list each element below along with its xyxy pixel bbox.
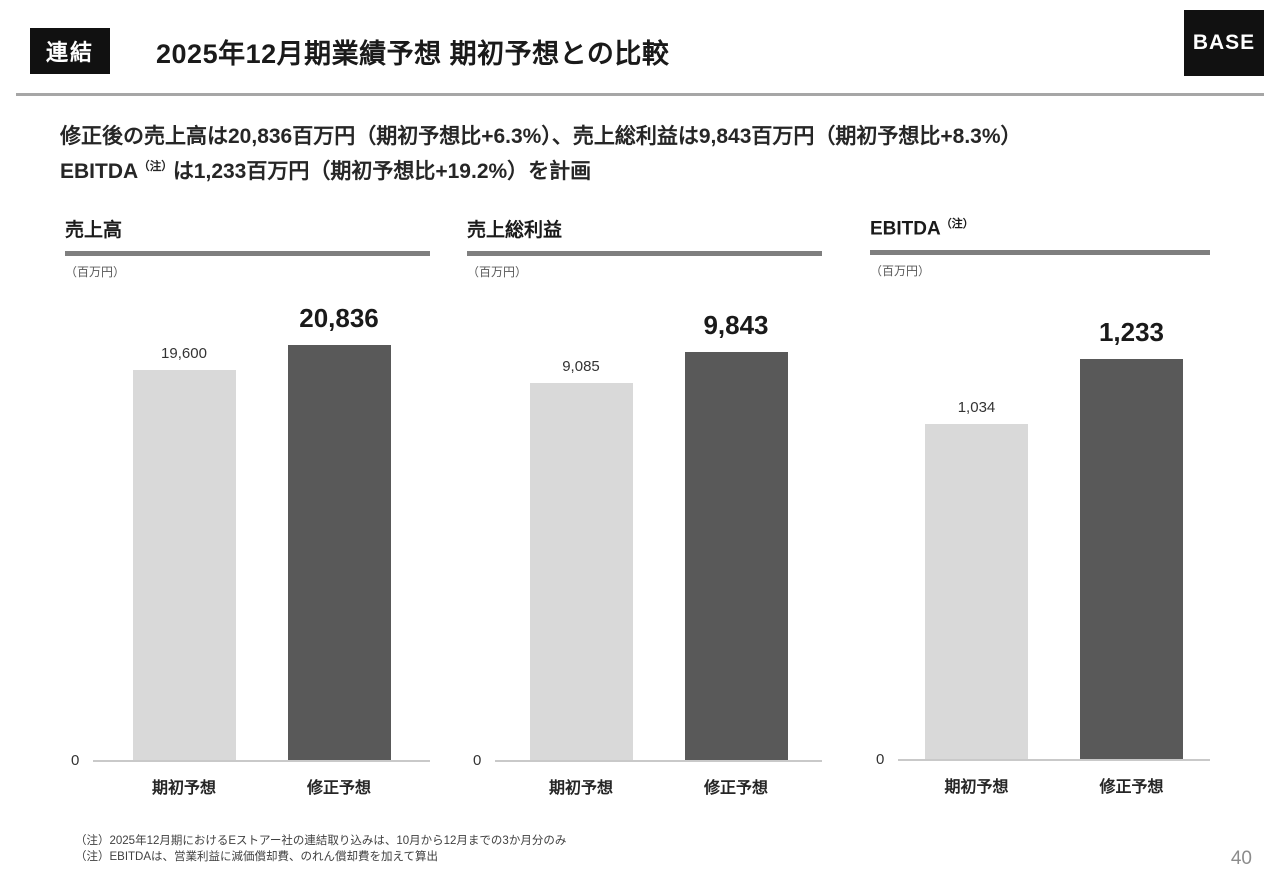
bar-initial-forecast bbox=[925, 423, 1028, 759]
bar-group-initial: 9,085 bbox=[529, 358, 633, 761]
chart-panel-ebitda: EBITDA（注） （百万円） 1,034 1,233 0 期初 bbox=[870, 215, 1210, 796]
lead-line-1: 修正後の売上高は20,836百万円（期初予想比+6.3%）、売上総利益は9,84… bbox=[60, 120, 1240, 155]
chart-title-rule bbox=[467, 251, 822, 257]
category-initial-forecast: 期初予想 bbox=[151, 780, 216, 798]
bar-revised-forecast bbox=[287, 345, 391, 761]
chart-title-revenue-text: 売上高 bbox=[65, 220, 123, 242]
lead-line-2-note-sup: （注） bbox=[138, 160, 173, 173]
zero-tick-label: 0 bbox=[473, 752, 482, 770]
bar-initial-forecast bbox=[132, 370, 236, 761]
slide-header: 連結 2025年12月期業績予想 期初予想との比較 bbox=[0, 0, 1280, 74]
category-initial-forecast: 期初予想 bbox=[944, 778, 1009, 796]
x-axis-baseline bbox=[93, 760, 430, 763]
footnote-2: （注）EBITDAは、営業利益に減価償却費、のれん償却費を加えて算出 bbox=[75, 851, 438, 864]
plot-area-gross-profit: 9,085 9,843 0 期初予想 修正予想 bbox=[467, 292, 822, 797]
category-revised-forecast: 修正予想 bbox=[306, 780, 371, 798]
x-axis-baseline bbox=[898, 758, 1210, 761]
unit-label: （百万円） bbox=[65, 265, 126, 280]
bars-ebitda: 1,034 1,233 bbox=[898, 317, 1210, 759]
charts-row: 売上高 （百万円） 19,600 20,836 0 期初予想 bbox=[65, 215, 1280, 797]
base-logo: BASE bbox=[1184, 10, 1264, 76]
bar-group-revised: 9,843 bbox=[684, 310, 788, 761]
consolidated-badge: 連結 bbox=[30, 28, 111, 74]
value-label-revised: 1,233 bbox=[1098, 316, 1165, 347]
value-label-initial: 19,600 bbox=[161, 345, 207, 363]
bar-group-revised: 20,836 bbox=[287, 303, 391, 761]
bar-revised-forecast bbox=[1080, 358, 1183, 759]
zero-tick-label: 0 bbox=[71, 752, 80, 770]
plot-area-ebitda: 1,034 1,233 0 期初予想 修正予想 bbox=[870, 291, 1210, 796]
page-title: 2025年12月期業績予想 期初予想との比較 bbox=[156, 38, 670, 69]
value-label-revised: 9,843 bbox=[703, 310, 769, 341]
chart-title-gross-profit-text: 売上総利益 bbox=[467, 220, 563, 242]
category-labels: 期初予想 修正予想 bbox=[898, 773, 1210, 797]
lead-text: 修正後の売上高は20,836百万円（期初予想比+6.3%）、売上総利益は9,84… bbox=[60, 120, 1240, 189]
zero-tick-label: 0 bbox=[876, 750, 885, 768]
plot-area-revenue: 19,600 20,836 0 期初予想 修正予想 bbox=[65, 292, 430, 797]
category-revised-forecast: 修正予想 bbox=[703, 780, 768, 798]
value-label-initial: 9,085 bbox=[562, 358, 600, 376]
chart-title-ebitda-text: EBITDA bbox=[870, 218, 941, 240]
bar-revised-forecast bbox=[684, 352, 788, 761]
chart-title-ebitda: EBITDA（注） bbox=[870, 215, 1210, 240]
chart-title-gross-profit: 売上総利益 bbox=[467, 215, 822, 242]
category-revised-forecast: 修正予想 bbox=[1099, 778, 1164, 796]
chart-title-revenue: 売上高 bbox=[65, 215, 430, 242]
value-label-initial: 1,034 bbox=[957, 398, 996, 416]
value-label-revised: 20,836 bbox=[299, 303, 379, 334]
bars-gross-profit: 9,085 9,843 bbox=[495, 310, 822, 761]
bar-group-initial: 1,034 bbox=[925, 399, 1028, 759]
bar-group-initial: 19,600 bbox=[132, 345, 236, 761]
chart-panel-gross-profit: 売上総利益 （百万円） 9,085 9,843 0 期初予想 bbox=[467, 215, 822, 797]
x-axis-baseline bbox=[495, 760, 822, 763]
footnotes: （注）2025年12月期におけるEストアー社の連結取り込みは、10月から12月ま… bbox=[75, 833, 566, 866]
category-initial-forecast: 期初予想 bbox=[548, 780, 613, 798]
lead-line-2-prefix: EBITDA bbox=[60, 159, 139, 183]
chart-panel-revenue: 売上高 （百万円） 19,600 20,836 0 期初予想 bbox=[65, 215, 430, 797]
bar-initial-forecast bbox=[529, 383, 633, 761]
chart-title-ebitda-sup: （注） bbox=[940, 218, 974, 231]
category-labels: 期初予想 修正予想 bbox=[495, 774, 822, 798]
category-labels: 期初予想 修正予想 bbox=[93, 774, 430, 798]
bar-group-revised: 1,233 bbox=[1080, 317, 1183, 759]
chart-title-rule bbox=[65, 251, 430, 257]
header-divider bbox=[16, 93, 1264, 96]
chart-title-rule bbox=[870, 249, 1210, 255]
footnote-1: （注）2025年12月期におけるEストアー社の連結取り込みは、10月から12月ま… bbox=[75, 834, 567, 847]
unit-label: （百万円） bbox=[467, 265, 528, 280]
lead-line-2: EBITDA（注）は1,233百万円（期初予想比+19.2%）を計画 bbox=[60, 155, 1240, 190]
lead-line-1-text: 修正後の売上高は20,836百万円（期初予想比+6.3%）、売上総利益は9,84… bbox=[60, 125, 1022, 148]
page-number: 40 bbox=[1230, 848, 1252, 869]
lead-line-2-suffix: は1,233百万円（期初予想比+19.2%）を計画 bbox=[172, 159, 592, 183]
unit-label: （百万円） bbox=[870, 263, 931, 278]
bars-revenue: 19,600 20,836 bbox=[93, 303, 430, 761]
